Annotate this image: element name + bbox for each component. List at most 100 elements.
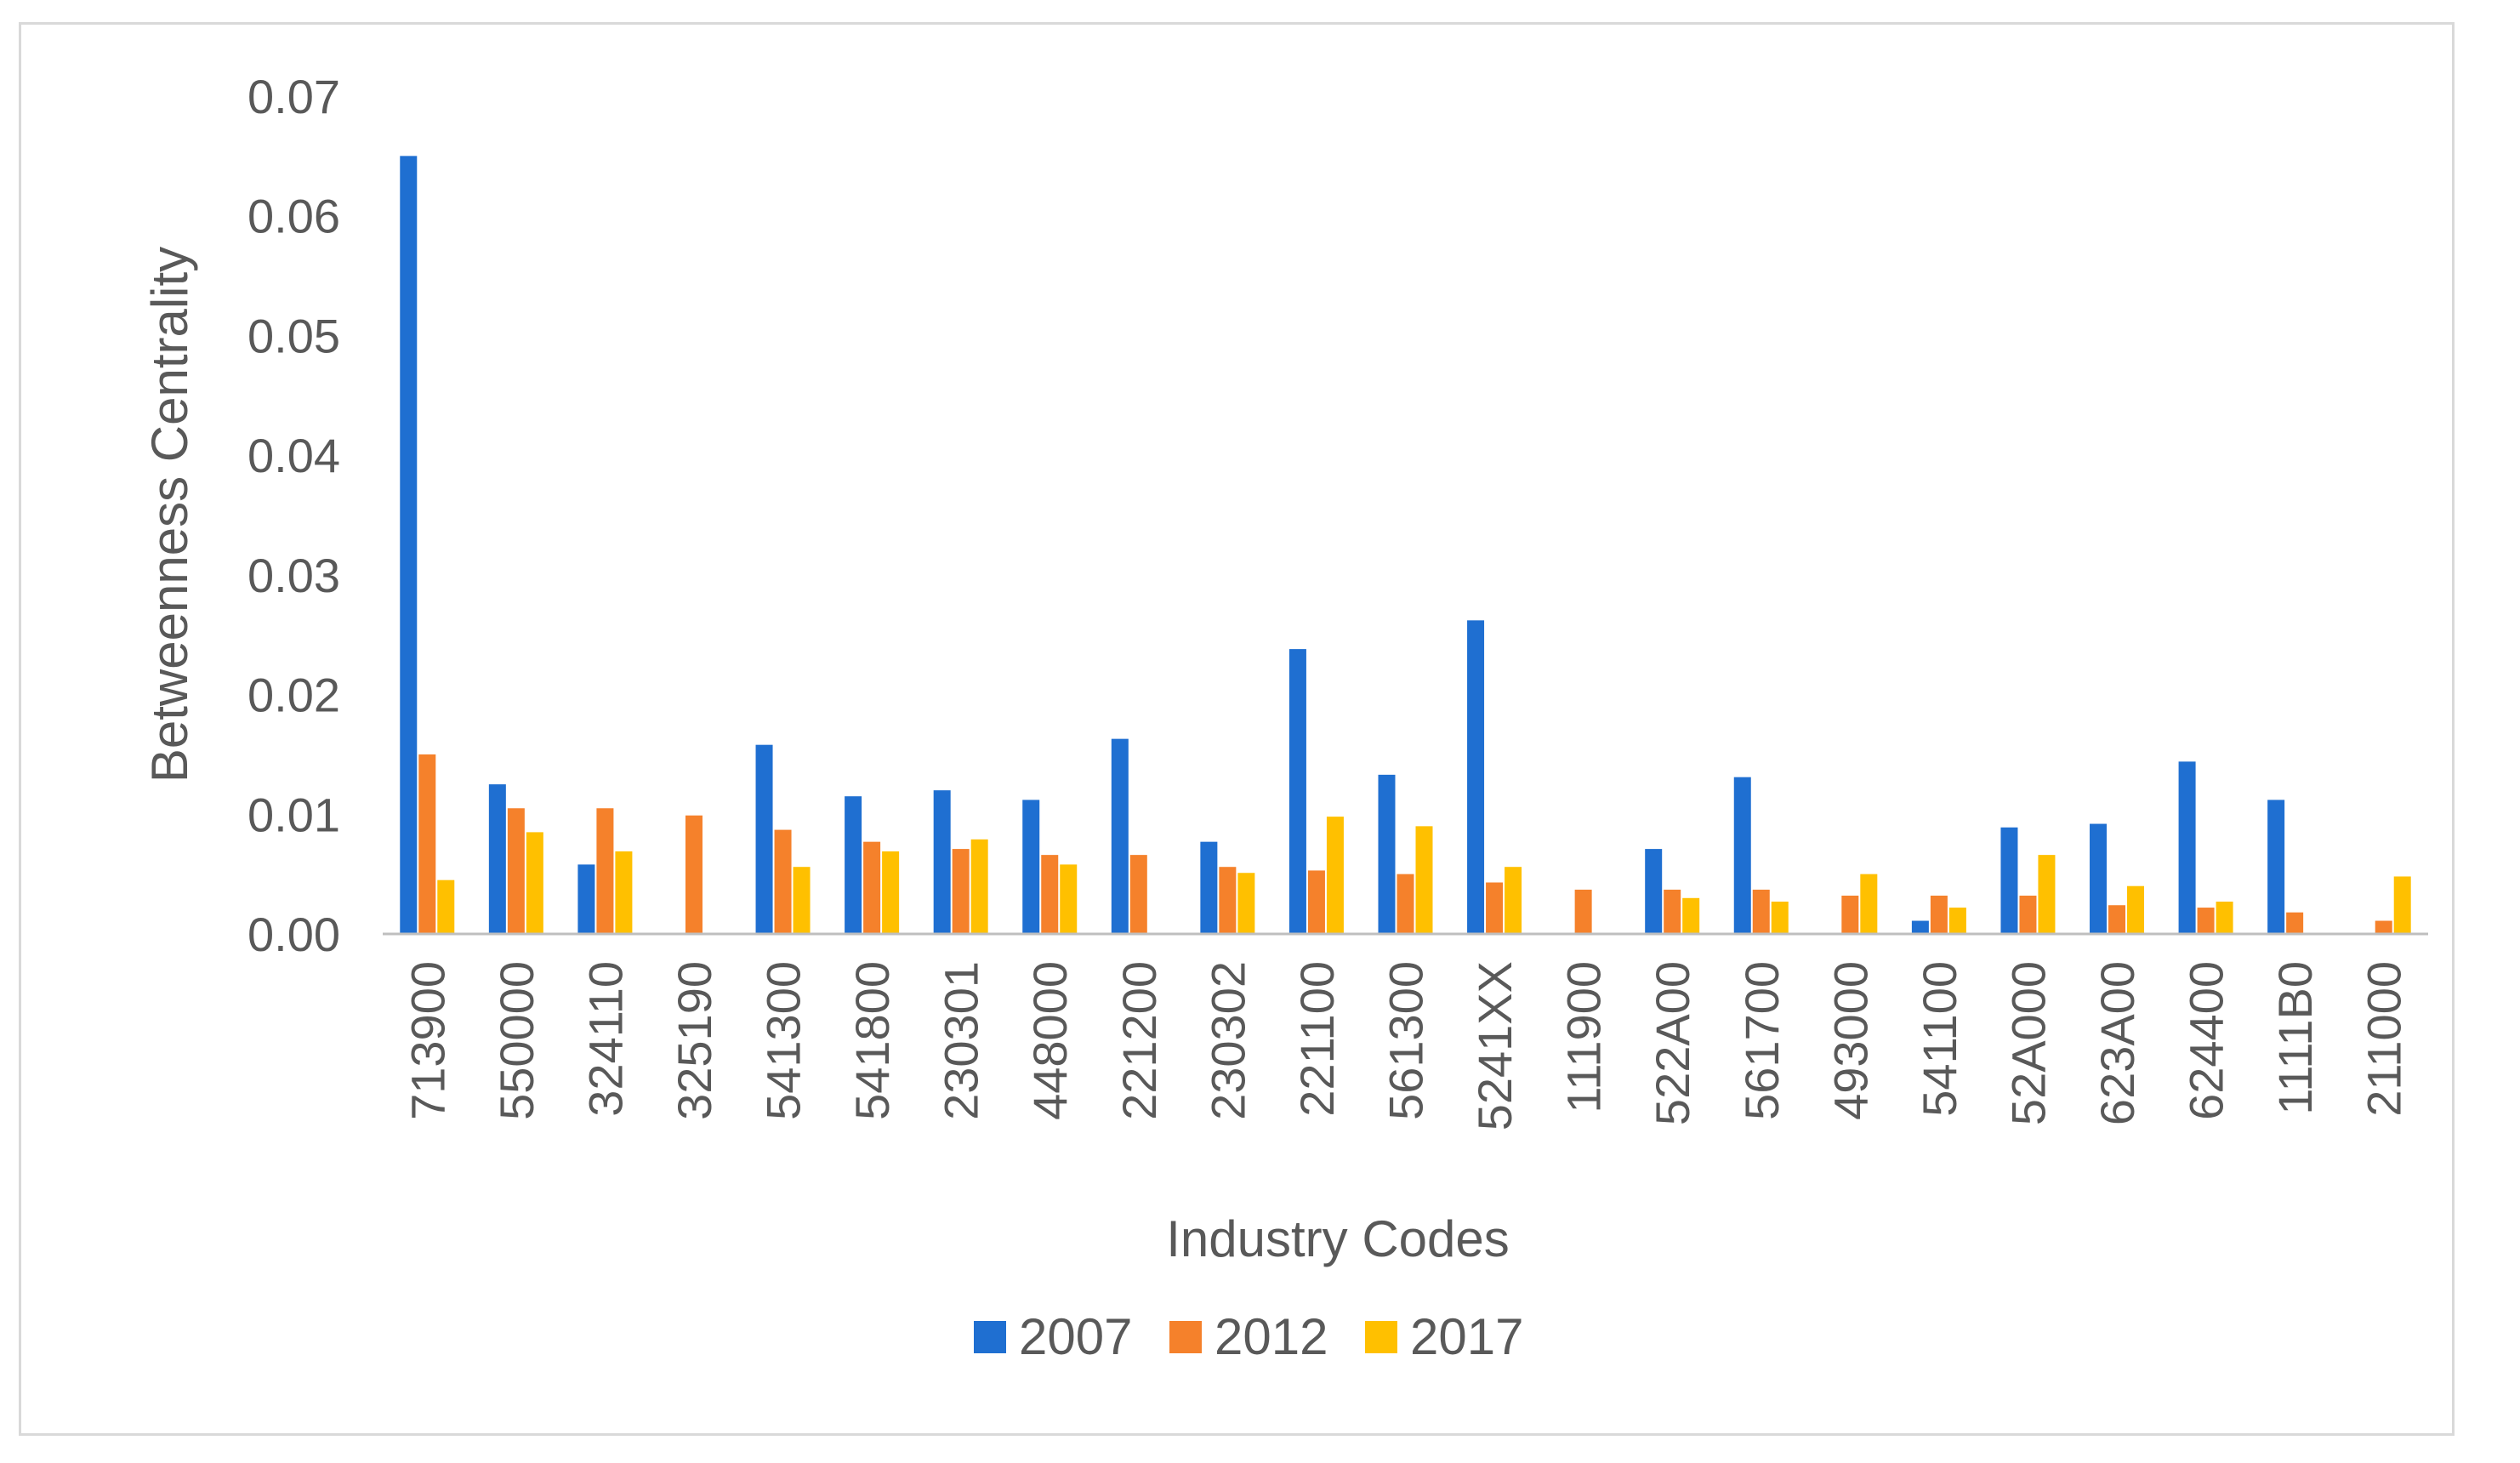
y-tick-label: 0.03 [247, 549, 340, 602]
bar-2007-522A00 [1645, 849, 1663, 934]
bar-2012-230302 [1219, 867, 1237, 934]
x-tick-label: 111900 [1557, 961, 1611, 1113]
y-tick-label: 0.00 [247, 908, 340, 961]
bar-2012-541800 [863, 841, 881, 934]
bars [400, 156, 2411, 934]
bar-2007-713900 [400, 156, 418, 934]
y-axis-ticks: 0.00 0.01 0.02 0.03 0.04 0.05 0.06 0.07 [247, 70, 340, 961]
bar-2012-221100 [1307, 870, 1325, 934]
bar-2012-5241XX [1486, 882, 1504, 934]
bar-2017-713900 [437, 880, 455, 934]
bar-2017-624400 [2216, 902, 2233, 934]
bar-2012-624400 [2197, 908, 2215, 934]
x-tick-label: 221200 [1112, 961, 1166, 1120]
bar-2017-623A00 [2127, 885, 2145, 934]
legend-swatch-2012 [1169, 1321, 1202, 1353]
bar-2012-561700 [1752, 889, 1770, 934]
bar-2007-561700 [1733, 777, 1751, 934]
y-tick-label: 0.05 [247, 309, 340, 362]
bar-2007-623A00 [2090, 823, 2108, 934]
x-tick-label: 324110 [578, 961, 632, 1117]
bar-2017-221100 [1326, 817, 1344, 934]
bar-2007-624400 [2178, 761, 2196, 934]
bar-2012-1111B0 [2286, 912, 2304, 934]
x-tick-label: 541300 [757, 961, 811, 1120]
bar-2017-211000 [2393, 876, 2411, 934]
x-tick-label: 550000 [490, 961, 543, 1120]
bar-2017-561300 [1415, 826, 1433, 934]
bar-2012-325190 [685, 815, 703, 934]
bar-2007-448000 [1022, 800, 1040, 934]
y-tick-label: 0.07 [247, 70, 340, 123]
bar-2012-324110 [596, 808, 614, 934]
bar-2017-541100 [1948, 908, 1966, 934]
bar-2007-221200 [1111, 738, 1129, 934]
x-tick-label: 561700 [1735, 961, 1789, 1120]
bar-2007-230301 [933, 790, 951, 934]
y-axis-title: Betweenness Centrality [141, 247, 198, 783]
legend-label-2007: 2007 [1019, 1308, 1132, 1365]
bar-2007-324110 [577, 864, 595, 934]
x-tick-label: 221100 [1290, 961, 1344, 1117]
x-axis-ticks: 713900 550000 324110 325190 541300 541800 2303… [401, 961, 2410, 1130]
bar-2012-211000 [2375, 920, 2392, 934]
bar-2012-561300 [1397, 874, 1414, 934]
y-tick-label: 0.04 [247, 429, 340, 482]
x-tick-label: 624400 [2180, 961, 2233, 1120]
bar-2017-324110 [615, 851, 633, 934]
x-tick-label: 52A000 [2001, 961, 2055, 1125]
bar-2007-541800 [845, 796, 862, 934]
bar-2017-5241XX [1505, 867, 1522, 934]
bar-2007-52A000 [2000, 827, 2018, 934]
bar-2012-541100 [1930, 895, 1948, 934]
x-tick-label: 541100 [1913, 961, 1966, 1117]
bar-2017-230301 [970, 839, 988, 934]
x-tick-label: 713900 [401, 961, 454, 1120]
bar-2017-541800 [882, 851, 900, 934]
x-tick-label: 1111B0 [2268, 961, 2322, 1115]
bar-2012-623A00 [2108, 905, 2126, 934]
bar-2012-493000 [1841, 895, 1859, 934]
bar-2007-5241XX [1467, 620, 1485, 934]
x-tick-label: 448000 [1023, 961, 1077, 1120]
bar-2012-52A000 [2019, 895, 2037, 934]
bar-2007-221100 [1288, 649, 1306, 934]
bar-2017-550000 [526, 832, 543, 934]
bar-2017-448000 [1060, 864, 1078, 934]
x-tick-label: 211000 [2358, 961, 2411, 1117]
bar-2012-522A00 [1664, 889, 1681, 934]
x-tick-label: 230302 [1201, 961, 1254, 1120]
x-tick-label: 325190 [668, 961, 721, 1120]
x-axis-title: Industry Codes [1166, 1210, 1510, 1267]
x-tick-label: 623A00 [2091, 961, 2144, 1125]
bar-2017-52A000 [2038, 855, 2056, 934]
bar-2012-448000 [1041, 855, 1059, 934]
legend-label-2012: 2012 [1214, 1308, 1328, 1365]
bar-2012-221200 [1129, 855, 1147, 934]
x-tick-label: 541800 [845, 961, 899, 1120]
legend-swatch-2017 [1365, 1321, 1397, 1353]
legend-label-2017: 2017 [1410, 1308, 1523, 1365]
x-tick-label: 561300 [1379, 961, 1433, 1120]
x-tick-label: 230301 [935, 961, 988, 1120]
bar-2007-550000 [488, 784, 506, 934]
bar-2012-111900 [1574, 889, 1592, 934]
bar-2007-541100 [1911, 920, 1929, 934]
bar-2007-230302 [1200, 841, 1218, 934]
y-tick-label: 0.06 [247, 190, 340, 243]
bar-2012-541300 [774, 829, 792, 934]
x-tick-label: 493000 [1823, 961, 1877, 1120]
bar-2007-1111B0 [2267, 800, 2285, 934]
chart-frame [19, 22, 2455, 1436]
bar-2012-713900 [418, 754, 436, 934]
bar-2017-561700 [1771, 902, 1789, 934]
x-tick-label: 522A00 [1646, 961, 1699, 1125]
bar-2007-541300 [755, 744, 773, 934]
bar-2007-561300 [1378, 774, 1396, 934]
bar-2012-230301 [952, 849, 970, 934]
y-tick-label: 0.02 [247, 669, 340, 722]
y-tick-label: 0.01 [247, 788, 340, 841]
bar-2012-550000 [507, 808, 525, 934]
legend-swatch-2007 [974, 1321, 1006, 1353]
